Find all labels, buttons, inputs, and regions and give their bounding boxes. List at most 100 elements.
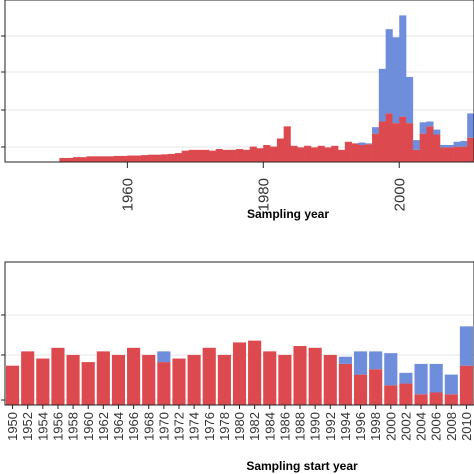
bar-secondary-1994 xyxy=(338,356,352,364)
x-tick-label: 1976 xyxy=(202,412,217,441)
x-tick-label: 1968 xyxy=(141,412,156,441)
bar-primary-1951 xyxy=(66,157,74,162)
bar-primary-1966 xyxy=(168,153,176,162)
bar-primary-1977 xyxy=(242,149,250,162)
bar-secondary-1996 xyxy=(353,351,368,375)
bar-primary-2000 xyxy=(399,116,407,162)
bar-primary-1968 xyxy=(181,150,189,162)
x-tick-label: 1958 xyxy=(66,412,81,441)
x-tick-label: 1986 xyxy=(277,412,292,441)
bar-primary-1950 xyxy=(59,157,67,162)
bar-primary-1988 xyxy=(293,346,307,405)
x-tick-label: 1980 xyxy=(256,178,273,211)
x-tick-label: 1998 xyxy=(368,412,383,441)
bar-primary-1960 xyxy=(127,155,135,162)
bar-primary-1967 xyxy=(174,153,183,162)
panel-sampling-year: 1960 1980 2000 Sampling year xyxy=(1,0,474,221)
bar-primary-1984 xyxy=(263,351,277,405)
bar-secondary-2010 xyxy=(459,326,473,366)
bar-secondary-1996 xyxy=(372,127,380,134)
bar-secondary-2007 xyxy=(446,144,454,148)
x-tick-label: 2008 xyxy=(444,412,459,441)
bar-secondary-2004 xyxy=(414,363,428,395)
x-tick-label: 1950 xyxy=(5,412,20,441)
x-tick-label: 1956 xyxy=(51,412,66,441)
bar-primary-2004 xyxy=(426,126,434,162)
bar-primary-1968 xyxy=(142,354,156,405)
x-tick-label: 1982 xyxy=(247,412,262,441)
bar-secondary-2008 xyxy=(444,374,458,395)
bar-primary-1999 xyxy=(392,123,400,162)
bar-primary-2008 xyxy=(453,146,461,162)
bar-primary-1960 xyxy=(81,362,95,405)
bar-primary-2006 xyxy=(429,392,443,405)
bar-primary-1976 xyxy=(236,149,244,162)
bar-primary-1956 xyxy=(100,156,108,162)
bar-primary-2001 xyxy=(406,123,414,162)
x-tick-label: 2006 xyxy=(429,412,444,441)
x-tick-label: 1992 xyxy=(323,412,338,441)
x-tick-label: 2010 xyxy=(459,412,474,441)
x-tick-label: 2000 xyxy=(383,412,398,441)
x-tick-label: 2000 xyxy=(391,178,408,211)
bar-primary-2008 xyxy=(444,394,458,405)
bar-secondary-2002 xyxy=(399,372,413,384)
bar-primary-2003 xyxy=(419,133,427,162)
x-tick-label: 1988 xyxy=(293,412,308,441)
bar-primary-1996 xyxy=(372,133,380,162)
bar-primary-1980 xyxy=(263,144,271,162)
bar-secondary-2000 xyxy=(384,353,398,386)
bar-primary-1970 xyxy=(195,149,203,162)
bar-primary-1986 xyxy=(304,145,312,162)
bar-primary-1958 xyxy=(113,155,121,162)
x-tick-label: 1964 xyxy=(111,412,126,441)
bar-primary-1993 xyxy=(351,143,359,162)
bar-primary-1971 xyxy=(202,149,210,162)
bar-primary-1983 xyxy=(283,126,291,162)
bar-primary-1986 xyxy=(278,354,292,405)
x-axis-title: Sampling year xyxy=(247,207,329,221)
bar-primary-2000 xyxy=(384,385,398,405)
bar-secondary-2005 xyxy=(433,129,441,135)
bar-primary-1991 xyxy=(338,149,346,162)
bar-secondary-1998 xyxy=(369,351,383,370)
bar-primary-2004 xyxy=(414,394,428,405)
x-tick-label: 2004 xyxy=(414,412,429,441)
x-tick-label: 1966 xyxy=(126,412,141,441)
panel-sampling-start-year: 1950 1952 1954 1956 1958 1960 1962 1964 1966 1968… xyxy=(1,261,474,473)
bar-primary-1955 xyxy=(93,156,101,162)
bar-primary-1976 xyxy=(202,347,216,405)
bar-primary-1972 xyxy=(172,358,186,405)
bar-primary-1978 xyxy=(249,146,257,162)
bar-primary-1962 xyxy=(96,351,110,405)
bar-primary-1997 xyxy=(378,121,386,162)
bar-secondary-1994 xyxy=(358,142,366,145)
bar-secondary-2006 xyxy=(429,363,443,393)
bar-primary-1961 xyxy=(134,155,142,162)
bar-primary-2007 xyxy=(446,147,454,162)
bar-primary-1994 xyxy=(338,363,352,405)
bar-primary-1989 xyxy=(324,147,332,162)
bar-primary-1979 xyxy=(256,148,264,162)
bar-primary-1963 xyxy=(147,154,155,162)
bar-primary-1975 xyxy=(229,149,237,162)
x-tick-label: 1962 xyxy=(96,412,111,441)
bar-primary-1985 xyxy=(297,147,305,162)
x-tick-label: 1990 xyxy=(308,412,323,441)
x-tick-label: 1954 xyxy=(35,412,50,441)
bar-primary-1990 xyxy=(308,347,322,405)
bar-secondary-1997 xyxy=(378,68,386,122)
x-tick-label: 1960 xyxy=(120,178,137,211)
bar-primary-2002 xyxy=(412,149,420,162)
bar-primary-1950 xyxy=(6,365,20,405)
bar-primary-1987 xyxy=(310,147,318,162)
bar-primary-1982 xyxy=(248,340,262,405)
bar-primary-1992 xyxy=(323,354,337,405)
x-tick-label: 1960 xyxy=(81,412,96,441)
bar-primary-1952 xyxy=(72,157,81,162)
bar-primary-1984 xyxy=(290,145,298,162)
x-tick-label: 1974 xyxy=(187,412,202,441)
x-tick-label: 2002 xyxy=(398,412,413,441)
bar-primary-1952 xyxy=(21,351,35,405)
